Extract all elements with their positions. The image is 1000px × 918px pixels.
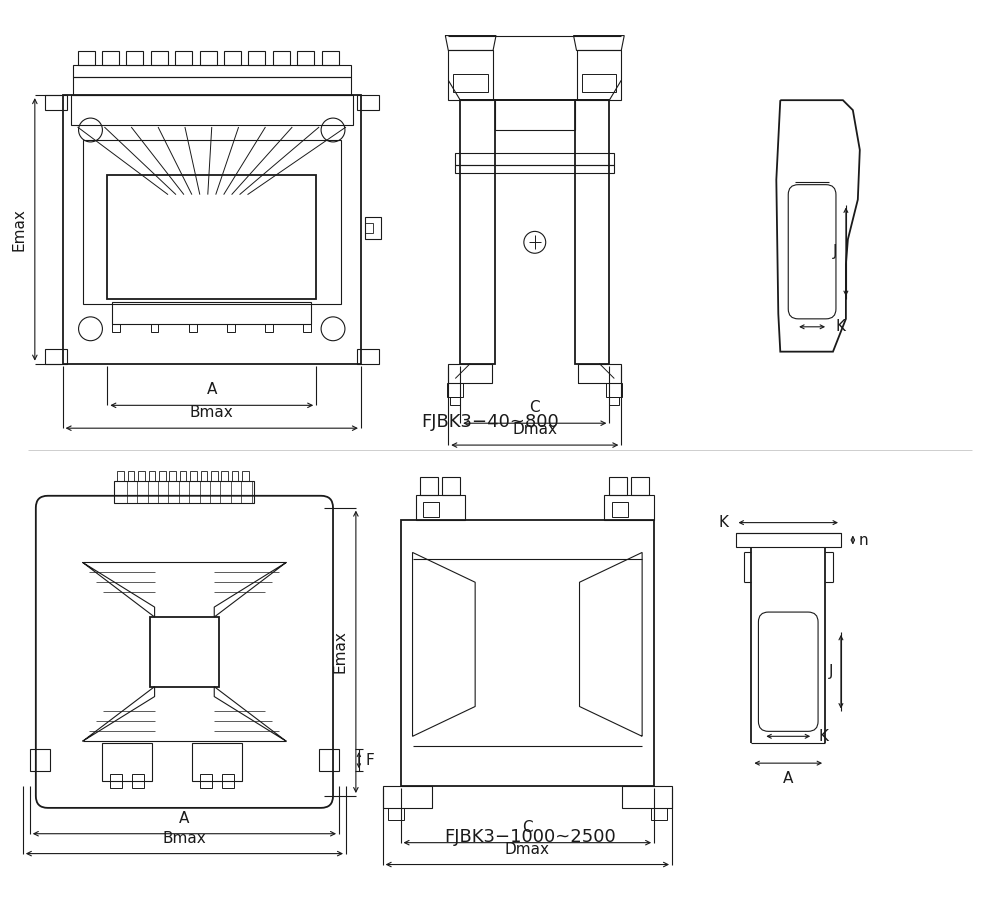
- Bar: [114, 481, 254, 503]
- Bar: [365, 223, 373, 233]
- Bar: [273, 51, 290, 65]
- Bar: [365, 218, 381, 240]
- Bar: [192, 744, 242, 781]
- Bar: [151, 51, 168, 65]
- Bar: [622, 786, 672, 808]
- Bar: [211, 471, 218, 481]
- Bar: [460, 100, 495, 364]
- Bar: [112, 302, 311, 324]
- Bar: [112, 324, 120, 331]
- Text: Bmax: Bmax: [163, 831, 206, 845]
- Bar: [383, 786, 432, 808]
- Bar: [606, 384, 622, 397]
- Bar: [102, 744, 152, 781]
- Bar: [102, 51, 119, 65]
- Bar: [401, 520, 654, 786]
- Bar: [447, 384, 463, 397]
- Bar: [453, 74, 488, 92]
- Bar: [450, 397, 460, 406]
- Text: K: K: [719, 515, 729, 530]
- Bar: [631, 476, 649, 495]
- Bar: [30, 749, 50, 771]
- Bar: [117, 471, 124, 481]
- Bar: [609, 397, 619, 406]
- Bar: [423, 502, 439, 517]
- Text: A: A: [783, 771, 793, 786]
- Bar: [582, 74, 616, 92]
- Bar: [265, 324, 273, 331]
- Bar: [190, 471, 197, 481]
- Bar: [222, 774, 234, 788]
- Bar: [150, 617, 219, 687]
- Bar: [78, 51, 95, 65]
- Bar: [736, 532, 841, 547]
- Bar: [442, 476, 460, 495]
- Text: J: J: [832, 244, 837, 259]
- Bar: [169, 471, 176, 481]
- Text: n: n: [859, 533, 868, 548]
- Bar: [248, 51, 265, 65]
- Bar: [107, 174, 316, 299]
- Text: C: C: [529, 400, 540, 415]
- Bar: [416, 495, 465, 520]
- Bar: [159, 471, 166, 481]
- Bar: [110, 774, 122, 788]
- Bar: [189, 324, 197, 331]
- Bar: [200, 51, 217, 65]
- Bar: [128, 471, 134, 481]
- Text: J: J: [828, 665, 833, 679]
- Bar: [224, 51, 241, 65]
- Bar: [149, 471, 155, 481]
- Text: FJBK3−1000~2500: FJBK3−1000~2500: [444, 828, 616, 845]
- Bar: [303, 324, 311, 331]
- Bar: [221, 471, 228, 481]
- Text: Emax: Emax: [333, 631, 348, 673]
- Bar: [63, 95, 361, 364]
- Bar: [71, 95, 353, 125]
- Text: K: K: [836, 319, 846, 334]
- Bar: [232, 471, 238, 481]
- Bar: [180, 471, 186, 481]
- Bar: [319, 749, 339, 771]
- Bar: [138, 471, 145, 481]
- Bar: [45, 95, 67, 110]
- Bar: [227, 324, 235, 331]
- Bar: [73, 65, 351, 77]
- Text: Dmax: Dmax: [512, 422, 557, 437]
- Bar: [73, 77, 351, 95]
- Bar: [455, 165, 614, 173]
- Text: Dmax: Dmax: [505, 842, 550, 856]
- Bar: [242, 471, 249, 481]
- Bar: [651, 808, 667, 820]
- Bar: [322, 51, 339, 65]
- Text: K: K: [818, 729, 828, 744]
- Bar: [388, 808, 404, 820]
- Text: A: A: [179, 811, 190, 826]
- Bar: [200, 774, 212, 788]
- Bar: [132, 774, 144, 788]
- Bar: [45, 349, 67, 364]
- Bar: [151, 324, 158, 331]
- Bar: [357, 349, 379, 364]
- Bar: [455, 153, 614, 165]
- Bar: [612, 502, 628, 517]
- Bar: [575, 100, 609, 364]
- Bar: [83, 140, 341, 304]
- Bar: [420, 476, 438, 495]
- Bar: [609, 476, 627, 495]
- Text: A: A: [207, 383, 217, 397]
- Bar: [126, 51, 143, 65]
- Bar: [297, 51, 314, 65]
- Bar: [357, 95, 379, 110]
- Text: C: C: [522, 820, 533, 834]
- Text: FJBK3−40~800: FJBK3−40~800: [421, 413, 559, 431]
- Text: Bmax: Bmax: [190, 405, 234, 420]
- Bar: [604, 495, 654, 520]
- Bar: [201, 471, 207, 481]
- Bar: [175, 51, 192, 65]
- Text: Emax: Emax: [12, 208, 27, 251]
- Text: F: F: [366, 753, 375, 767]
